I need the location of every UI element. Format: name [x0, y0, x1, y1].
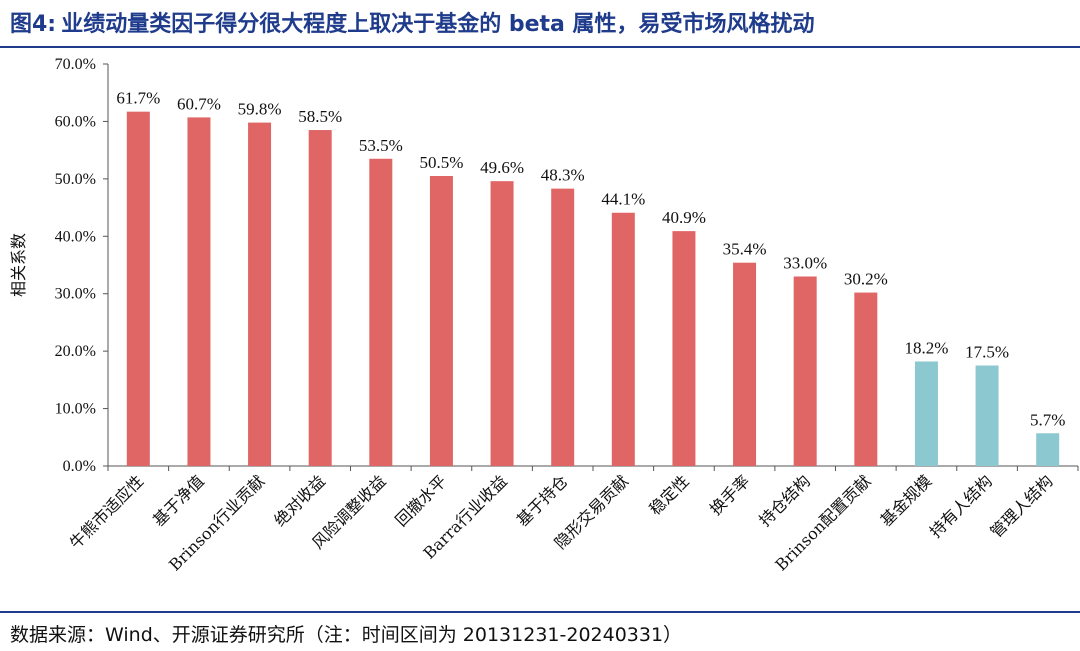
bar	[975, 365, 999, 466]
bar	[248, 122, 272, 466]
data-label: 17.5%	[965, 343, 1009, 362]
x-tick-label: 牛熊市适应性	[66, 471, 147, 552]
x-tick-label: 回撤水平	[392, 471, 451, 530]
figure-label: 图4:	[10, 12, 57, 37]
bar	[611, 212, 635, 466]
y-axis-label: 相关系数	[9, 233, 28, 297]
data-label: 48.3%	[541, 166, 585, 185]
x-tick-label: 绝对收益	[270, 471, 329, 530]
y-tick-label: 40.0%	[55, 228, 96, 245]
data-label: 50.5%	[419, 153, 463, 172]
bar	[490, 181, 514, 466]
figure-title: 业绩动量类因子得分很大程度上取决于基金的 beta 属性，易受市场风格扰动	[61, 12, 815, 37]
x-tick-label: 换手率	[706, 471, 753, 518]
data-label: 49.6%	[480, 158, 524, 177]
data-label: 53.5%	[359, 136, 403, 155]
y-tick-label: 0.0%	[63, 458, 96, 475]
bar	[369, 158, 393, 466]
bar	[308, 130, 332, 467]
bar	[429, 175, 453, 466]
y-tick-label: 70.0%	[55, 56, 96, 73]
data-label: 40.9%	[662, 208, 706, 227]
bar	[854, 292, 878, 466]
source-note: 数据来源：Wind、开源证券研究所（注：时间区间为 20131231-20240…	[10, 624, 683, 646]
figure-header: 图4: 业绩动量类因子得分很大程度上取决于基金的 beta 属性，易受市场风格扰…	[10, 6, 1070, 42]
x-tick-label: 基金规模	[877, 471, 936, 530]
bar	[126, 111, 150, 466]
data-label: 5.7%	[1030, 410, 1065, 429]
bar	[1036, 433, 1060, 466]
data-label: 61.7%	[116, 89, 160, 108]
data-label: 35.4%	[723, 240, 767, 259]
bar	[914, 361, 938, 466]
data-label: 33.0%	[783, 253, 827, 272]
data-label: 58.5%	[298, 107, 342, 126]
bar	[733, 262, 757, 466]
bar	[793, 276, 817, 466]
y-tick-label: 20.0%	[55, 343, 96, 360]
data-label: 59.8%	[238, 100, 282, 119]
bar	[187, 117, 211, 466]
data-label: 60.7%	[177, 94, 221, 113]
bar-chart: 0.0% 10.0% 20.0% 30.0% 40.0% 50.0% 60.0% 70.0% 相…	[9, 56, 1079, 575]
footer-rule	[0, 611, 1080, 613]
x-tick-label: 管理人结构	[987, 471, 1057, 541]
x-tick-label: 基于持仓	[513, 471, 572, 530]
x-tick-label: 持有人结构	[926, 471, 996, 541]
bar	[672, 231, 696, 466]
y-tick-label: 60.0%	[55, 113, 96, 130]
title-rule	[0, 46, 1080, 48]
x-tick-label: 稳定性	[645, 471, 692, 518]
y-tick-label: 10.0%	[55, 401, 96, 418]
bar	[551, 188, 575, 466]
data-label: 18.2%	[904, 338, 948, 357]
data-label: 30.2%	[844, 270, 888, 289]
y-tick-label: 50.0%	[55, 171, 96, 188]
y-tick-label: 30.0%	[55, 286, 96, 303]
data-label: 44.1%	[601, 190, 645, 209]
x-tick-label: 持仓结构	[755, 471, 814, 530]
x-tick-label: 基于净值	[149, 471, 208, 530]
